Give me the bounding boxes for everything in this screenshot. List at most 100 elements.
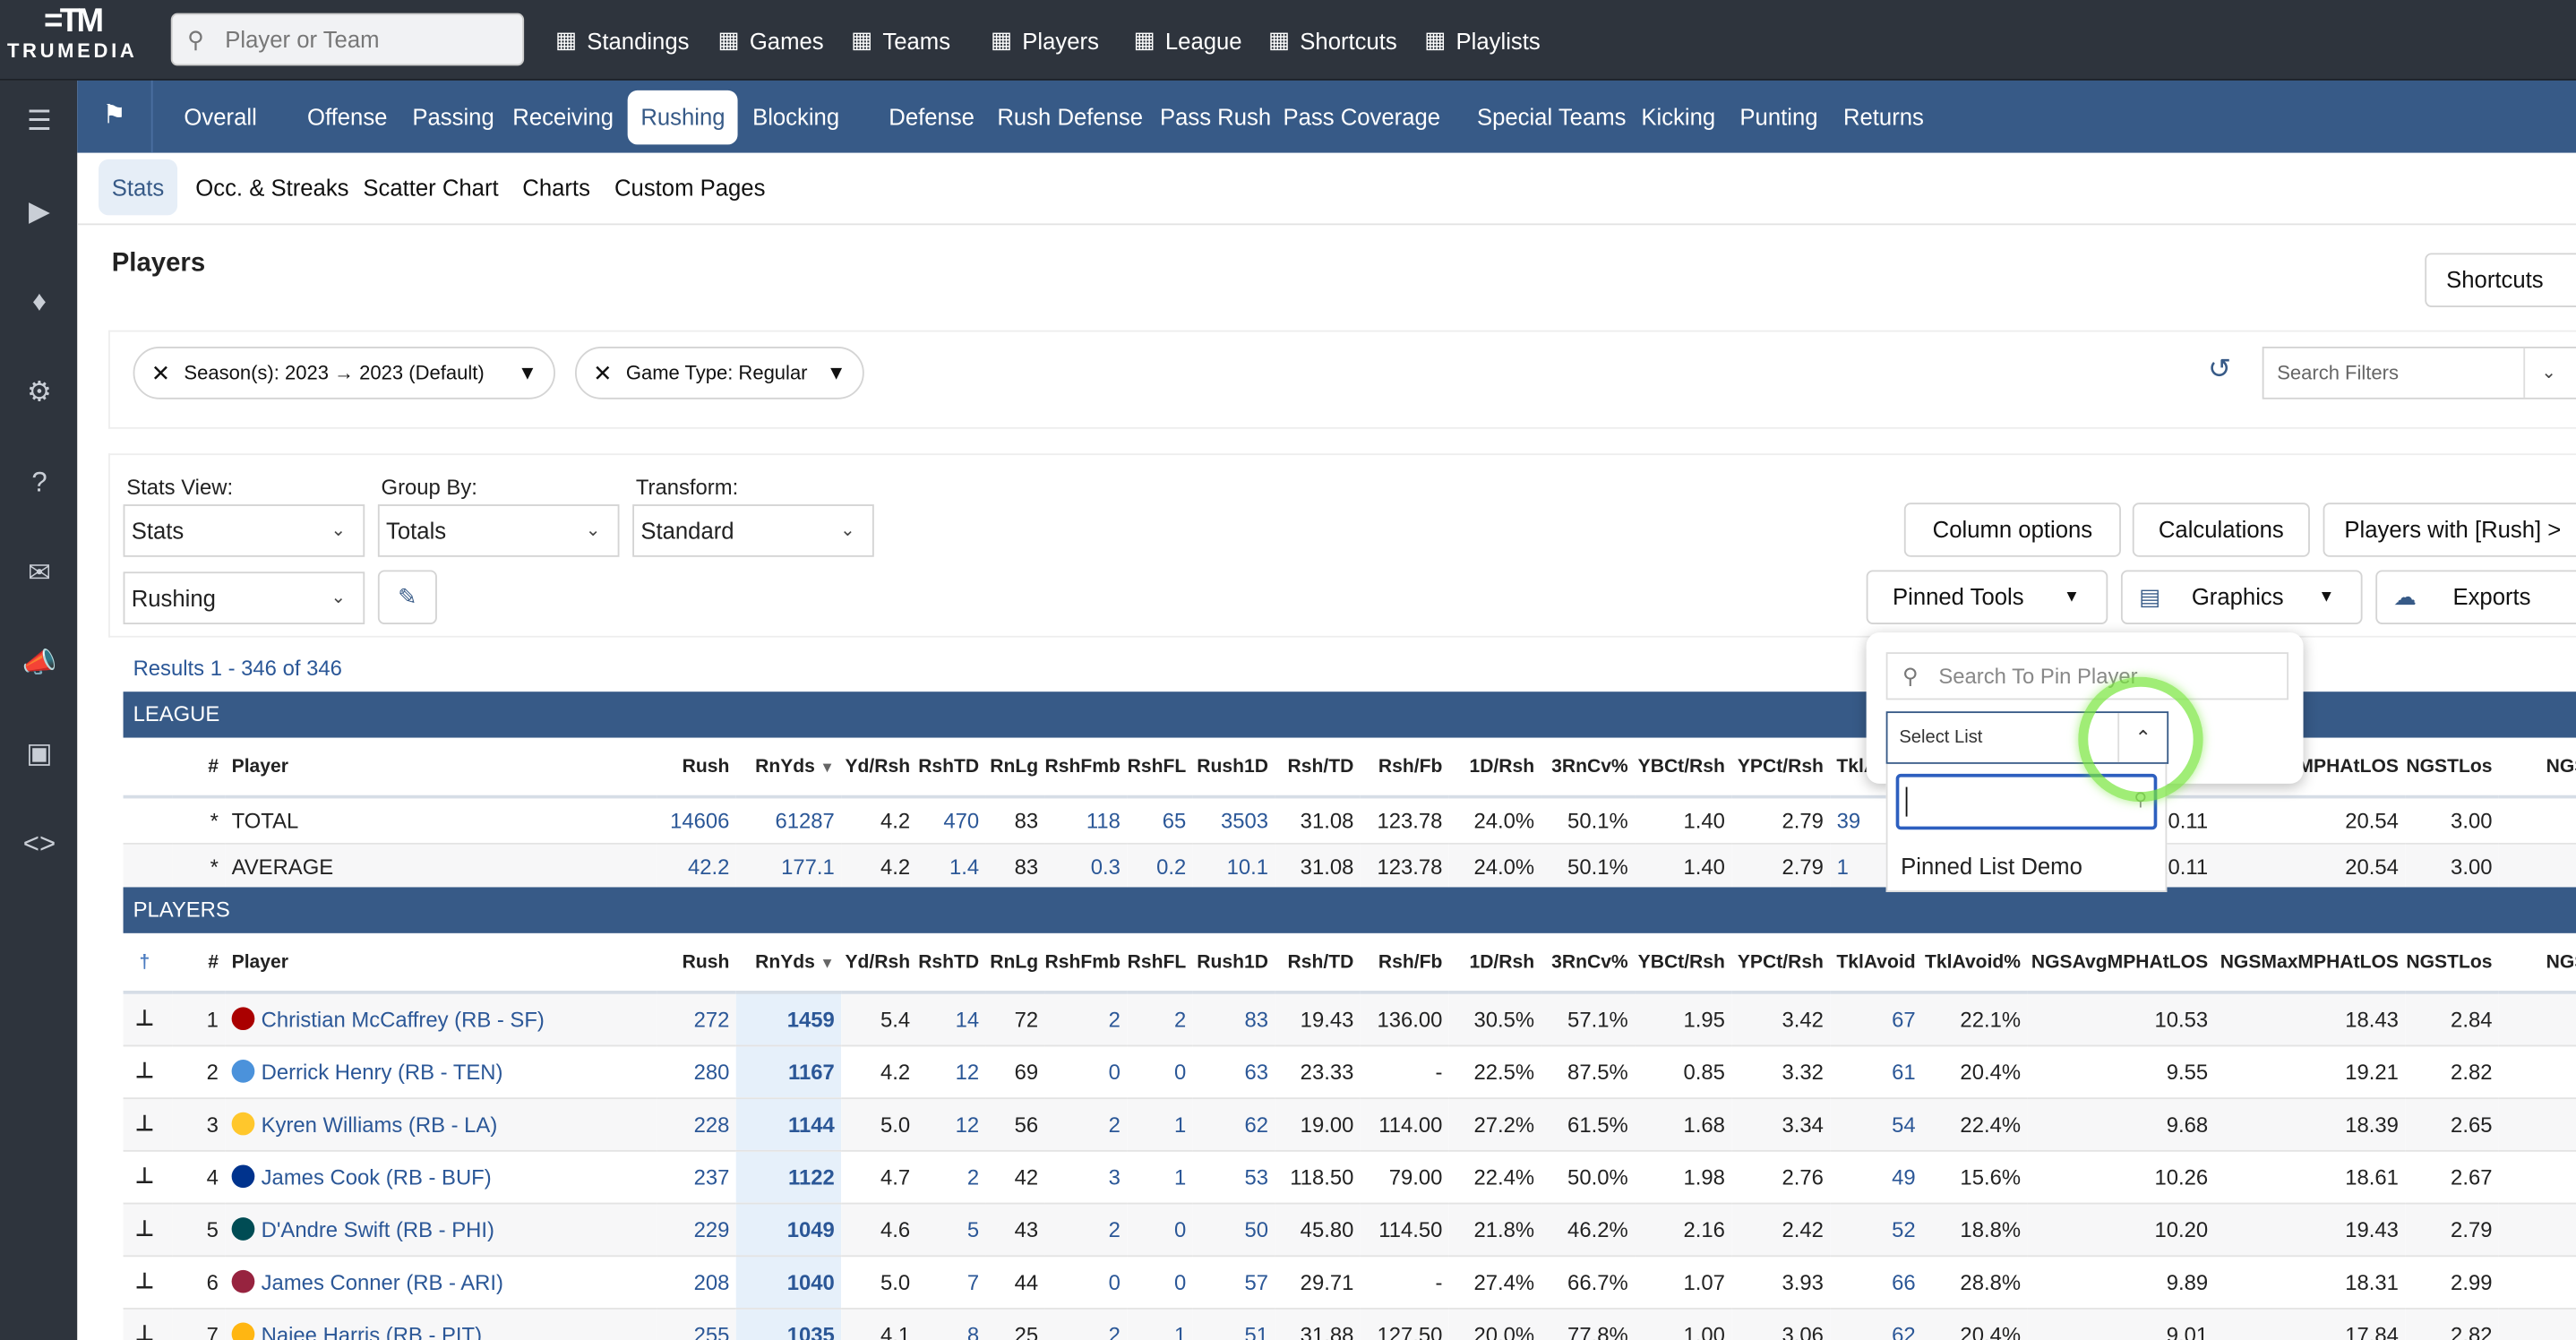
player-name-cell[interactable]: Derrick Henry (RB - TEN) xyxy=(225,1044,657,1099)
stat-cell-rshtd[interactable]: 1.4 xyxy=(916,842,986,890)
stat-cell-rush1d[interactable]: 62 xyxy=(1192,1097,1275,1151)
column-header[interactable]: 1D/Rsh xyxy=(1448,737,1541,799)
stat-cell-rshtd[interactable]: 14 xyxy=(916,992,986,1046)
pin-icon[interactable]: ⊥ xyxy=(123,1044,173,1099)
stat-cell-rush[interactable]: 208 xyxy=(657,1255,736,1309)
column-header[interactable]: # xyxy=(172,737,226,799)
player-name-cell[interactable]: Kyren Williams (RB - LA) xyxy=(225,1097,657,1151)
stat-cell-rnyds[interactable]: 61287 xyxy=(735,796,842,844)
player-name-cell[interactable]: Najee Harris (RB - PIT) xyxy=(225,1308,657,1340)
stat-cell-rush1d[interactable]: 10.1 xyxy=(1192,842,1275,890)
pinned-tools-button[interactable]: Pinned Tools ▼ xyxy=(1866,570,2108,624)
players-with-button[interactable]: Players with [Rush] > xyxy=(2323,502,2576,557)
stat-cell-rshtd[interactable]: 8 xyxy=(916,1308,986,1340)
stat-cell-rush1d[interactable]: 3503 xyxy=(1192,796,1275,844)
stat-cell-rshfl[interactable]: 0 xyxy=(1127,1044,1193,1099)
column-header[interactable]: RnYds ▼ xyxy=(735,932,842,994)
tab-blocking[interactable]: Blocking xyxy=(752,103,840,130)
tab-pass-coverage[interactable]: Pass Coverage xyxy=(1283,103,1441,130)
column-header[interactable]: RshTD xyxy=(916,932,986,994)
tab-defense[interactable]: Defense xyxy=(889,103,975,130)
column-header[interactable]: Rush1D xyxy=(1192,932,1275,994)
stat-cell-rush1d[interactable]: 53 xyxy=(1192,1149,1275,1204)
topnav-games[interactable]: ▦ Games xyxy=(718,0,824,81)
tab-offense[interactable]: Offense xyxy=(306,103,388,130)
stat-cell-rnyds[interactable]: 177.1 xyxy=(735,842,842,890)
column-header[interactable]: RshFmb xyxy=(1044,932,1128,994)
subtab-charts[interactable]: Charts xyxy=(522,174,590,201)
stat-cell-rush[interactable]: 237 xyxy=(657,1149,736,1204)
image-icon[interactable]: ▣ xyxy=(26,737,53,769)
subtab-scatter-chart[interactable]: Scatter Chart xyxy=(363,174,499,201)
column-header[interactable]: RshFL xyxy=(1127,737,1193,799)
pin-icon[interactable]: ⊥ xyxy=(123,1097,173,1151)
stat-cell-rush[interactable]: 280 xyxy=(657,1044,736,1099)
cards-icon[interactable]: ♦ xyxy=(32,286,47,318)
stat-cell-rush[interactable]: 42.2 xyxy=(657,842,736,890)
stat-cell-rshfmb[interactable]: 0 xyxy=(1044,1255,1128,1309)
column-header[interactable]: Rsh/TD xyxy=(1275,932,1361,994)
sort-desc-icon[interactable]: ▼ xyxy=(820,758,835,775)
stat-cell-rshfl[interactable]: 0.2 xyxy=(1127,842,1193,890)
video-icon[interactable]: ▶ xyxy=(29,195,51,228)
column-header[interactable]: YPCt/Rsh xyxy=(1731,737,1831,799)
column-header[interactable]: NGSAvgMPHAtLOS xyxy=(2027,932,2215,994)
exports-button[interactable]: ☁ Exports xyxy=(2375,570,2576,624)
player-name-cell[interactable]: D'Andre Swift (RB - PHI) xyxy=(225,1202,657,1257)
tab-special-teams[interactable]: Special Teams xyxy=(1476,103,1627,130)
tab-pass-rush[interactable]: Pass Rush xyxy=(1159,103,1272,130)
graphics-button[interactable]: ▤ Graphics ▼ xyxy=(2120,570,2363,624)
stat-cell-rshfmb[interactable]: 2 xyxy=(1044,1097,1128,1151)
stat-cell-rnyds[interactable]: 1144 xyxy=(735,1097,842,1151)
column-header[interactable]: NGSMaxMPHAtLOS xyxy=(2214,932,2406,994)
column-header[interactable]: 3RnCv% xyxy=(1541,737,1636,799)
stat-cell-rush[interactable]: 228 xyxy=(657,1097,736,1151)
player-link[interactable]: Kyren Williams (RB - LA) xyxy=(261,1111,498,1137)
stat-cell-rush[interactable]: 272 xyxy=(657,992,736,1046)
column-header[interactable]: Rush xyxy=(657,737,736,799)
stat-cell-rush1d[interactable]: 57 xyxy=(1192,1255,1275,1309)
column-header[interactable]: RnLg xyxy=(985,737,1045,799)
stat-cell-rshfl[interactable]: 1 xyxy=(1127,1097,1193,1151)
player-name-cell[interactable]: James Cook (RB - BUF) xyxy=(225,1149,657,1204)
tab-punting[interactable]: Punting xyxy=(1739,103,1818,130)
tab-overall[interactable]: Overall xyxy=(184,103,257,130)
stat-cell-rshtd[interactable]: 2 xyxy=(916,1149,986,1204)
tab-kicking[interactable]: Kicking xyxy=(1641,103,1716,130)
mail-icon[interactable]: ✉ xyxy=(27,556,52,588)
subtab-occ-streaks[interactable]: Occ. & Streaks xyxy=(195,174,349,201)
game-type-filter-pill[interactable]: ✕ Game Type: Regular ▼ xyxy=(574,347,864,399)
pin-player-search-input[interactable]: ⚲ Search To Pin Player xyxy=(1885,652,2289,700)
column-options-button[interactable]: Column options xyxy=(1903,502,2121,557)
column-header[interactable]: RshFmb xyxy=(1044,737,1128,799)
shortcuts-button[interactable]: Shortcuts xyxy=(2425,253,2576,307)
stat-cell-rshfl[interactable]: 1 xyxy=(1127,1149,1193,1204)
stat-cell-rush1d[interactable]: 63 xyxy=(1192,1044,1275,1099)
stat-cell-rshfmb[interactable]: 0 xyxy=(1044,1044,1128,1099)
player-link[interactable]: Derrick Henry (RB - TEN) xyxy=(261,1059,503,1084)
stat-cell-rshfmb[interactable]: 2 xyxy=(1044,1308,1128,1340)
stat-cell-rshtd[interactable]: 5 xyxy=(916,1202,986,1257)
topnav-players[interactable]: ▦ Players xyxy=(991,0,1099,81)
stat-cell-rush1d[interactable]: 51 xyxy=(1192,1308,1275,1340)
pin-icon[interactable]: ⊥ xyxy=(123,1149,173,1204)
bookmark-icon[interactable]: ⚑ xyxy=(77,80,153,153)
trumedia-logo[interactable]: =TM TRUMEDIA xyxy=(0,4,144,76)
stat-cell-rnyds[interactable]: 1167 xyxy=(735,1044,842,1099)
stat-cell-tklavoid[interactable]: 66 xyxy=(1830,1255,1923,1309)
stat-cell-tklavoid[interactable]: 49 xyxy=(1830,1149,1923,1204)
stat-cell-rshfmb[interactable]: 118 xyxy=(1044,796,1128,844)
megaphone-icon[interactable]: 📣 xyxy=(21,647,57,679)
global-search-input[interactable]: ⚲ Player or Team xyxy=(170,13,525,66)
pin-icon[interactable]: ⊥ xyxy=(123,1202,173,1257)
stat-cell-rshfmb[interactable]: 3 xyxy=(1044,1149,1128,1204)
stat-cell-rnyds[interactable]: 1459 xyxy=(735,992,842,1046)
stat-cell-rshfmb[interactable]: 2 xyxy=(1044,992,1128,1046)
pin-icon[interactable]: ⊥ xyxy=(123,1255,173,1309)
stat-cell-rshfl[interactable]: 2 xyxy=(1127,992,1193,1046)
column-header[interactable]: NGSAvg xyxy=(2498,737,2576,799)
column-header[interactable]: TklAvoid xyxy=(1830,932,1923,994)
tab-receiving[interactable]: Receiving xyxy=(512,103,614,130)
column-header[interactable]: NGSAvg xyxy=(2498,932,2576,994)
filter-icon[interactable]: ☰ xyxy=(27,105,53,137)
